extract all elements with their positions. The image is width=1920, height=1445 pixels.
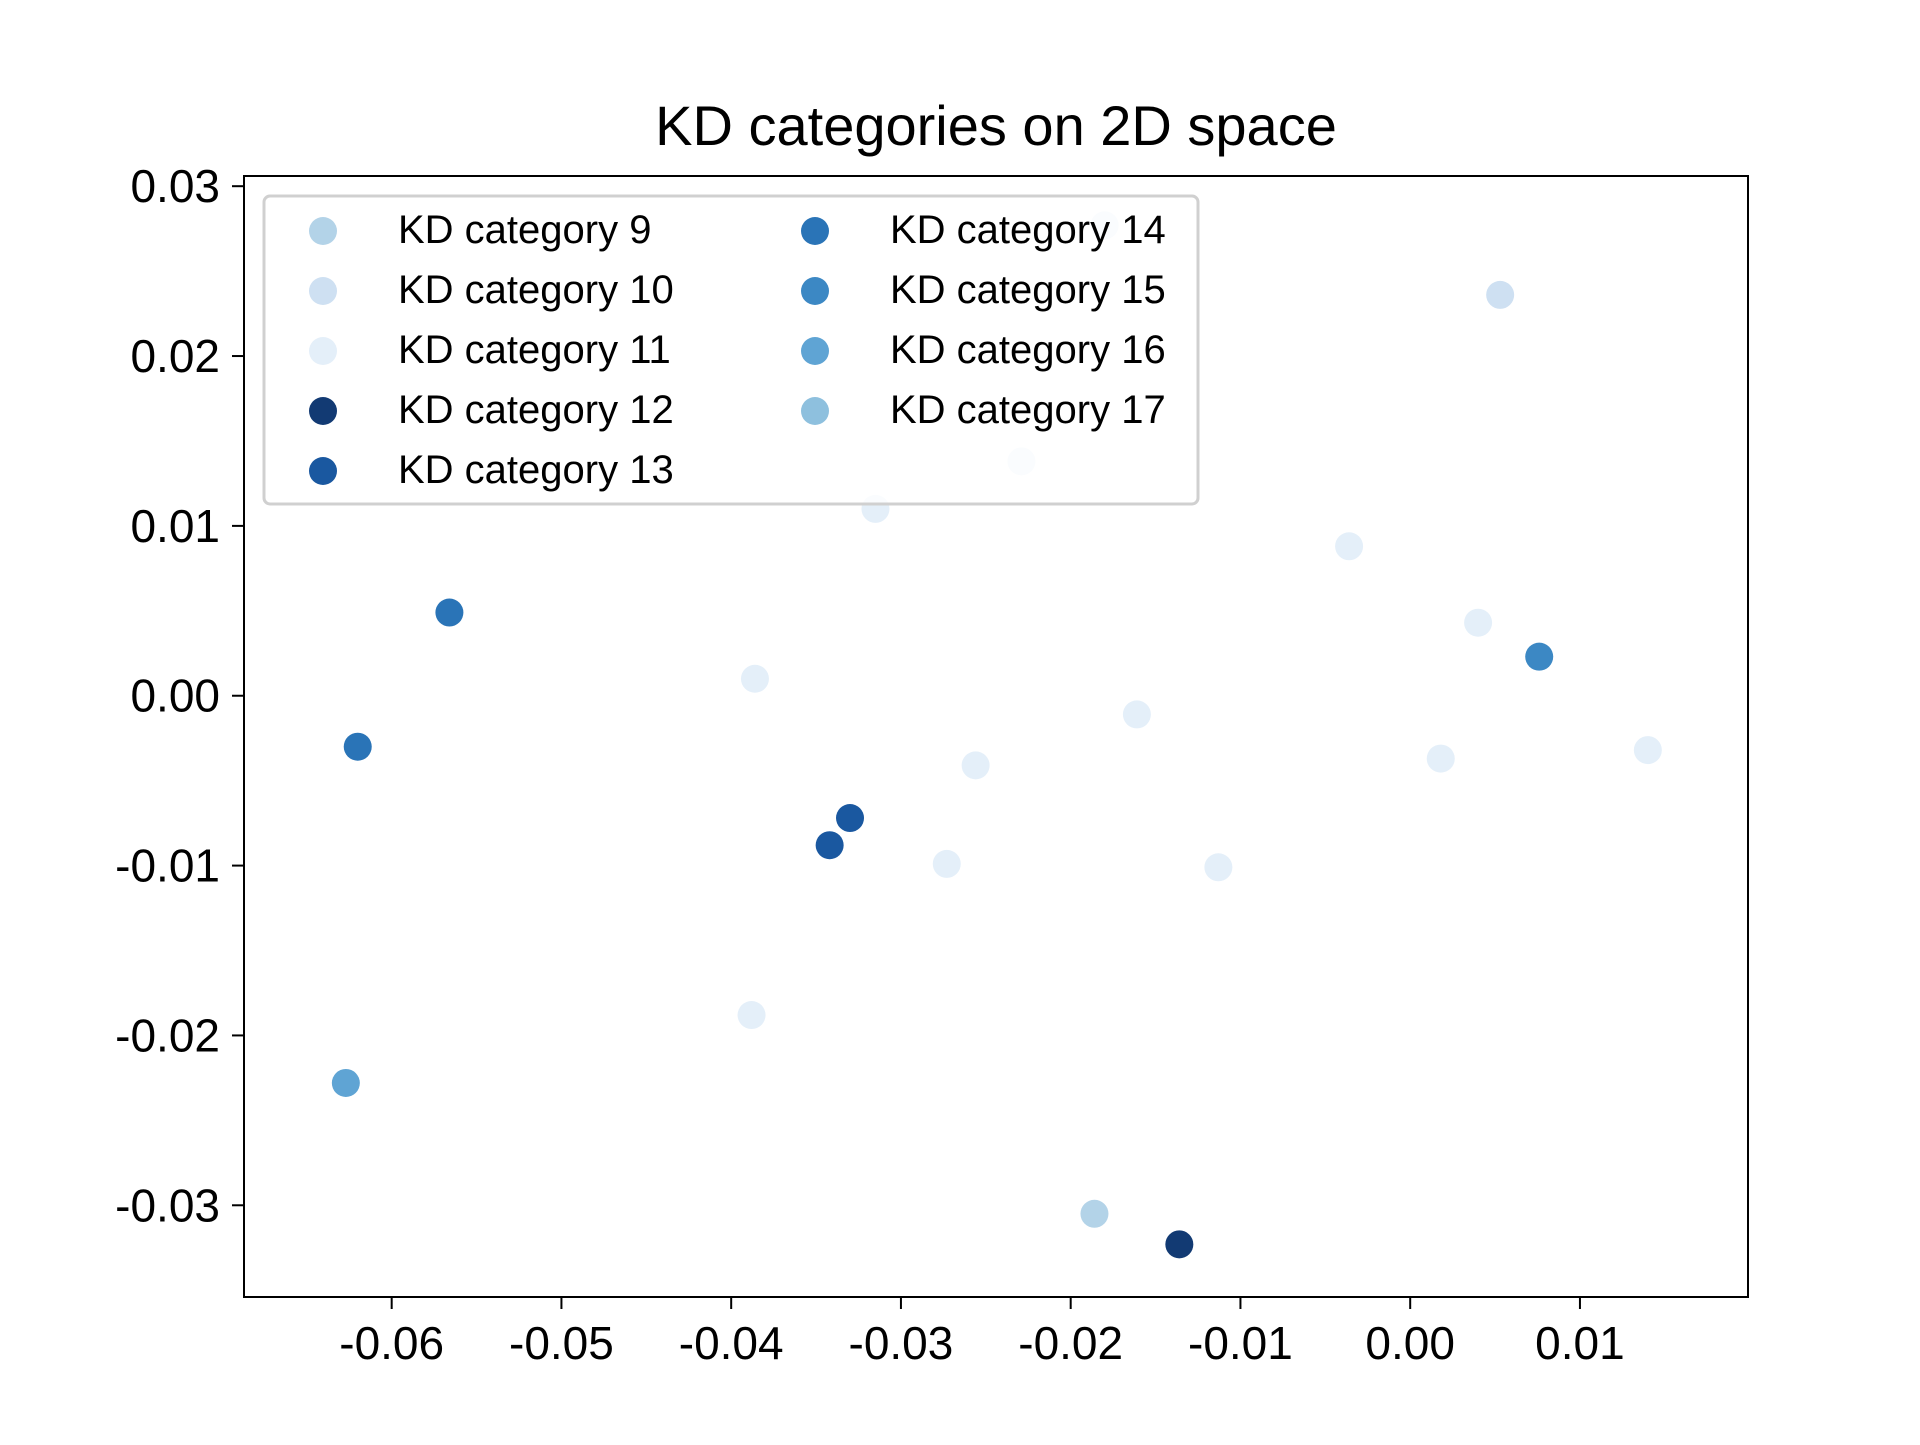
x-tick-label: 0.01 (1535, 1317, 1625, 1369)
y-tick-label: -0.01 (115, 840, 220, 892)
data-point (932, 849, 961, 878)
data-point (1633, 736, 1662, 765)
legend-label: KD category 12 (398, 388, 674, 432)
data-point (343, 732, 372, 761)
legend-marker (309, 457, 337, 485)
x-tick-label: -0.06 (339, 1317, 444, 1369)
data-point (1335, 532, 1364, 561)
data-point (1165, 1230, 1194, 1259)
legend-marker (801, 217, 829, 245)
legend-marker (309, 397, 337, 425)
data-point (1080, 1199, 1109, 1228)
y-tick-label: 0.02 (130, 330, 220, 382)
legend-box (262, 194, 1200, 506)
data-point (1525, 642, 1554, 671)
y-axis: 0.03 0.02 0.01 0.00 -0.01 -0.02 -0.03 (115, 160, 244, 1231)
y-tick-label: 0.00 (130, 670, 220, 722)
x-tick-label: -0.04 (679, 1317, 784, 1369)
x-axis: -0.06 -0.05 -0.04 -0.03 -0.02 -0.01 0.00 0.01 (339, 1297, 1625, 1369)
legend-marker (801, 277, 829, 305)
chart-title: KD categories on 2D space (655, 94, 1337, 157)
legend-label: KD category 17 (890, 388, 1166, 432)
legend-label: KD category 14 (890, 208, 1166, 252)
legend: KD category 9 KD category 10 KD category 1… (262, 194, 1200, 506)
axes-frame (243, 175, 1749, 1298)
y-tick-label: -0.02 (115, 1009, 220, 1061)
legend-label: KD category 16 (890, 328, 1166, 372)
y-tick-label: 0.03 (130, 160, 220, 212)
legend-label: KD category 11 (398, 328, 671, 372)
data-point (740, 664, 769, 693)
legend-marker (309, 277, 337, 305)
legend-marker (801, 397, 829, 425)
data-point (961, 751, 990, 780)
data-point (1426, 744, 1455, 773)
legend-label: KD category 13 (398, 448, 674, 492)
legend-marker (309, 217, 337, 245)
data-point (1464, 608, 1493, 637)
y-tick-label: -0.03 (115, 1179, 220, 1231)
legend-label: KD category 9 (398, 208, 651, 252)
x-tick-label: 0.00 (1365, 1317, 1455, 1369)
data-point (815, 831, 844, 860)
data-point (1204, 853, 1233, 882)
x-tick-label: -0.01 (1188, 1317, 1293, 1369)
x-tick-label: -0.02 (1018, 1317, 1123, 1369)
legend-marker (801, 337, 829, 365)
data-point (737, 1001, 766, 1030)
legend-label: KD category 10 (398, 268, 674, 312)
data-point (836, 804, 865, 833)
y-tick-label: 0.01 (130, 500, 220, 552)
data-point (1122, 700, 1151, 729)
legend-marker (309, 337, 337, 365)
data-point (1486, 280, 1515, 309)
x-tick-label: -0.05 (509, 1317, 614, 1369)
data-point (331, 1068, 360, 1097)
data-point (435, 598, 464, 627)
x-tick-label: -0.03 (849, 1317, 954, 1369)
legend-label: KD category 15 (890, 268, 1166, 312)
